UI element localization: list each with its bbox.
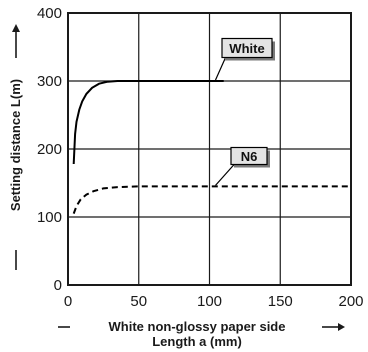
plot-frame <box>67 12 352 286</box>
y-tick-label: 200 <box>37 141 62 158</box>
y-tick-label: 100 <box>37 209 62 226</box>
y-tick-label: 400 <box>37 5 62 22</box>
series-label-leader <box>214 56 227 81</box>
x-tick-label: 50 <box>130 293 147 310</box>
y-tick-label: 300 <box>37 73 62 90</box>
series-label: White <box>229 41 264 56</box>
grid <box>68 13 351 285</box>
series-label-leader <box>215 163 236 186</box>
y-axis-title: Setting distance L(m) <box>8 79 23 211</box>
x-tick-label: 200 <box>338 293 363 310</box>
series-line-white <box>72 80 224 165</box>
x-tick-label: 150 <box>268 293 293 310</box>
series-label-box <box>230 146 268 166</box>
y-tick-label: 0 <box>54 277 62 294</box>
series <box>72 80 351 214</box>
series-label-box <box>221 37 273 59</box>
series-line-n6 <box>72 185 351 214</box>
x-axis-title-line1: White non-glossy paper side <box>109 319 286 334</box>
tick-labels: 0 50 100 150 200 0 100 200 300 400 <box>37 5 364 310</box>
x-axis-title-line2: Length a (mm) <box>152 334 242 349</box>
x-tick-label: 100 <box>197 293 222 310</box>
series-label: N6 <box>241 149 258 164</box>
series-labels: White N6 <box>214 37 275 186</box>
x-tick-label: 0 <box>64 293 72 310</box>
y-axis-title-arrow-head <box>12 24 20 32</box>
x-axis-title-arrow-head <box>338 323 345 331</box>
